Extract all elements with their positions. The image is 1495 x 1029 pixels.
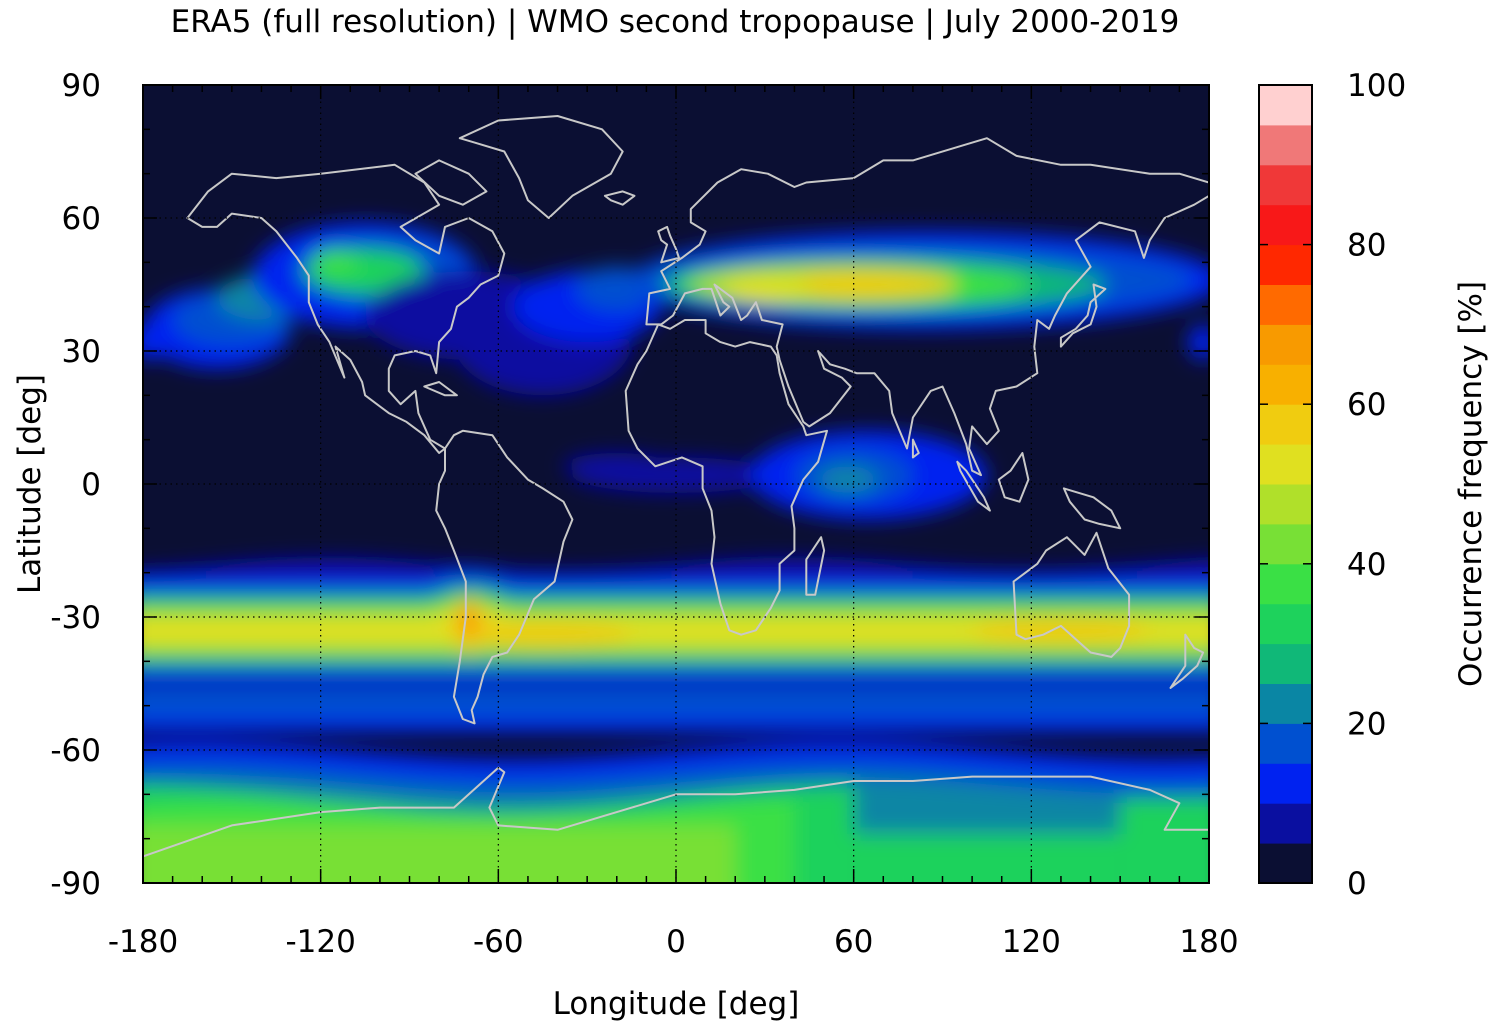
coastline-eurasia [645, 137, 1209, 477]
coastline-cuba [423, 381, 458, 397]
y-tick-label: 30 [62, 334, 101, 370]
colorbar-level [1259, 683, 1312, 724]
x-tick-label: -120 [285, 924, 355, 960]
colorbar-level [1259, 843, 1312, 884]
colorbar-level [1259, 763, 1312, 804]
colorbar-level [1259, 603, 1312, 645]
y-axis-title: Latitude [deg] [12, 374, 48, 594]
colorbar-level [1259, 563, 1312, 605]
x-tick-label: -60 [473, 924, 524, 960]
y-tick-labels: 90 60 30 0 -30 -60 -90 [50, 68, 101, 902]
colorbar-title: Occurrence frequency [%] [1453, 281, 1489, 687]
colorbar-tick-label: 0 [1347, 866, 1367, 902]
x-tick-label: 60 [834, 924, 873, 960]
colorbar-tick-label: 80 [1347, 228, 1386, 264]
contour-region-5 [853, 834, 1121, 883]
colorbar-level [1259, 244, 1312, 285]
x-axis-title: Longitude [deg] [553, 986, 800, 1022]
colorbar-level [1259, 204, 1312, 246]
colorbar-level [1259, 723, 1312, 764]
y-tick-label: 0 [81, 467, 101, 503]
coastline-borneo [997, 452, 1030, 503]
coastline-africa [624, 319, 828, 636]
contour-region-7 [143, 825, 736, 883]
x-tick-label: 180 [1179, 924, 1238, 960]
coastline-antarctica [143, 766, 1209, 858]
colorbar: 0 20 40 60 80 100 [1258, 68, 1406, 902]
colorbar-level [1259, 803, 1312, 844]
coastline-north-america [186, 163, 506, 454]
colorbar-level [1259, 484, 1312, 525]
contour-region-39 [720, 275, 810, 303]
plot-frame [142, 84, 1210, 884]
colorbar-tick-label: 100 [1347, 68, 1406, 104]
contour-region-40 [143, 324, 167, 360]
colorbar-level [1259, 85, 1312, 126]
coastline-sri-lanka [911, 438, 920, 459]
colorbar-level [1259, 324, 1312, 365]
coastline-great-britain [657, 225, 680, 264]
x-tick-label: 0 [666, 924, 686, 960]
colorbar-tick-label: 60 [1347, 387, 1386, 423]
contour-region-28 [311, 249, 360, 276]
plot-area [142, 84, 1210, 884]
contour-region-43 [563, 452, 671, 480]
y-tick-label: 60 [62, 201, 101, 237]
colorbar-level [1259, 124, 1312, 166]
colorbar-level [1259, 364, 1312, 405]
colorbar-level [1259, 643, 1312, 684]
colorbar-level [1259, 164, 1312, 206]
colorbar-level [1259, 404, 1312, 445]
y-tick-label: -90 [50, 866, 101, 902]
colorbar-level [1259, 523, 1312, 565]
colorbar-level [1259, 284, 1312, 325]
coastline-iceland [603, 190, 636, 206]
coastline-sumatra [956, 460, 991, 512]
x-tick-label: -180 [108, 924, 178, 960]
contour-region-16 [143, 608, 1209, 646]
colorbar-frame [1258, 84, 1313, 884]
coastline-new-guinea [1062, 487, 1122, 530]
x-tick-labels: -180 -120 -60 0 60 120 180 [108, 924, 1239, 960]
contour-region-38 [779, 271, 958, 298]
coastlines [143, 115, 1209, 858]
colorbar-level [1259, 444, 1312, 485]
chart-title: ERA5 (full resolution) | WMO second trop… [170, 4, 1180, 40]
contour-region-41 [1188, 324, 1209, 360]
coastline-south-america [435, 429, 574, 725]
coastline-australia [1012, 531, 1131, 658]
y-tick-label: -60 [50, 733, 101, 769]
contour-region-4 [1120, 798, 1209, 883]
gridlines [143, 85, 1209, 883]
y-tick-label: -30 [50, 600, 101, 636]
y-tick-label: 90 [62, 68, 101, 104]
coastline-baffin-island [414, 159, 488, 206]
coastline-japan [1059, 283, 1107, 348]
coastline-new-zealand [1169, 633, 1205, 689]
contour-region-46 [818, 466, 878, 493]
coastline-madagascar [805, 536, 826, 596]
colorbar-tick-label: 20 [1347, 706, 1386, 742]
coastline-greenland [458, 115, 624, 219]
colorbar-tick-label: 40 [1347, 547, 1386, 583]
x-tick-label: 120 [1002, 924, 1061, 960]
